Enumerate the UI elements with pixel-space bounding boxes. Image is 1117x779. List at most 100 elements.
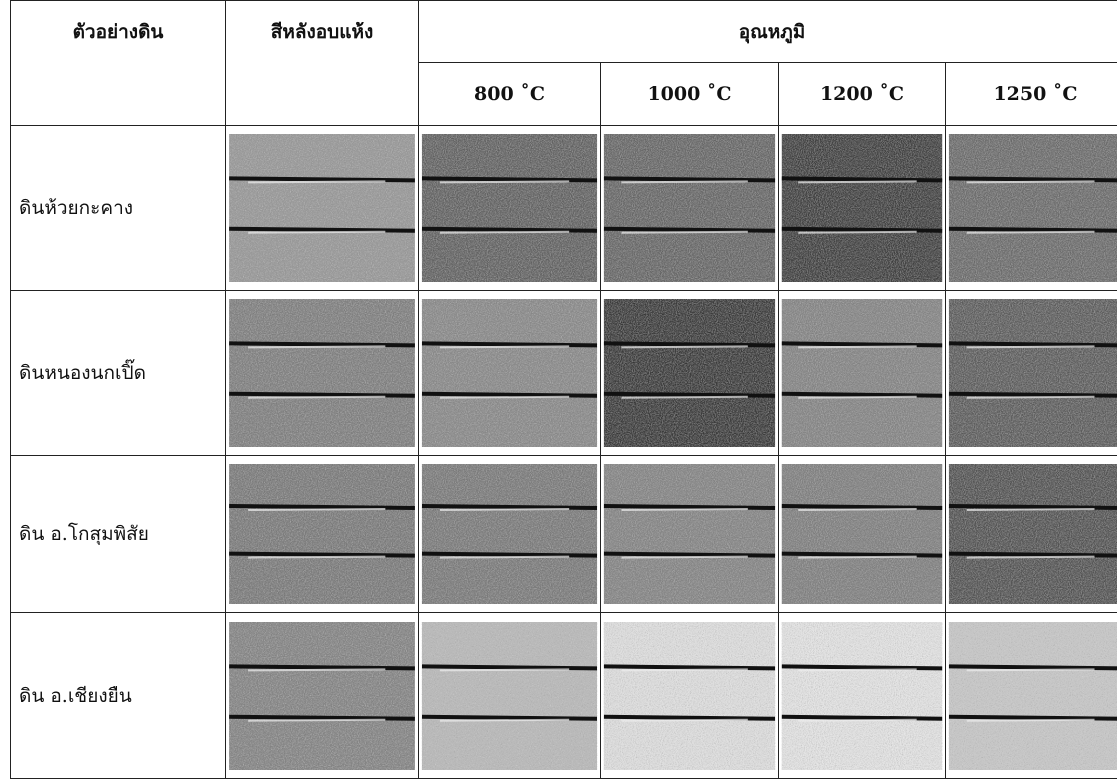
crack	[422, 666, 597, 668]
sample-photo	[227, 299, 417, 447]
highlight	[621, 719, 747, 720]
sample-label: ดิน อ.เชียงยืน	[11, 613, 226, 779]
photo-grain	[229, 134, 415, 282]
sample-label: ดินห้วยกะคาง	[11, 126, 226, 291]
temp-header: 1200 ˚C	[779, 63, 946, 126]
highlight	[798, 719, 916, 720]
photo-cell	[946, 456, 1117, 613]
sample-photo	[420, 299, 599, 447]
photo-cell	[779, 613, 946, 779]
sample-photo	[947, 464, 1117, 604]
photo-cell	[226, 613, 419, 779]
photo-grain	[422, 464, 597, 604]
highlight	[967, 509, 1095, 510]
highlight	[248, 509, 385, 510]
photo-cell	[226, 126, 419, 291]
highlight	[621, 669, 747, 670]
crack	[229, 178, 415, 180]
page: {"table": { "header": {"sample": "ตัวอย่…	[0, 0, 1117, 778]
highlight	[440, 346, 569, 347]
header-cell: สีหลังอบแห้ง	[226, 1, 419, 126]
photo-grain	[422, 299, 597, 447]
sample-row: ดิน อ.โกสุมพิสัย	[11, 456, 1117, 613]
highlight	[621, 509, 747, 510]
sample-row: ดินหนองนกเปิ๊ด	[11, 291, 1117, 456]
photo-grain	[422, 134, 597, 282]
highlight	[621, 181, 747, 182]
crack	[949, 506, 1117, 508]
crack	[949, 554, 1117, 556]
crack	[782, 394, 942, 396]
header-cell: อุณหภูมิ	[419, 1, 1117, 63]
highlight	[798, 232, 916, 233]
photo-grain	[949, 622, 1117, 770]
sample-photo	[947, 622, 1117, 770]
sample-photo	[780, 134, 944, 282]
photo-cell	[419, 126, 601, 291]
header-cell: ตัวอย่างดิน	[11, 1, 226, 126]
crack	[604, 343, 775, 345]
sample-photo	[780, 622, 944, 770]
crack	[422, 506, 597, 508]
highlight	[967, 669, 1095, 670]
results-table: ตัวอย่างดิน สีหลังอบแห้ง อุณหภูมิ 800 ˚C…	[10, 0, 1117, 779]
crack	[422, 554, 597, 556]
sample-photo	[947, 134, 1117, 282]
highlight	[440, 232, 569, 233]
photo-cell	[226, 456, 419, 613]
highlight	[967, 181, 1095, 182]
sample-row: ดินห้วยกะคาง	[11, 126, 1117, 291]
crack	[782, 716, 942, 718]
photo-cell	[601, 613, 779, 779]
crack	[422, 716, 597, 718]
sample-photo	[602, 299, 777, 447]
highlight	[967, 557, 1095, 558]
crack	[604, 178, 775, 180]
photo-grain	[604, 622, 775, 770]
photo-cell	[779, 126, 946, 291]
crack	[782, 178, 942, 180]
crack	[229, 554, 415, 556]
photo-cell	[601, 126, 779, 291]
crack	[229, 394, 415, 396]
sample-photo	[227, 134, 417, 282]
crack	[229, 229, 415, 231]
photo-grain	[604, 299, 775, 447]
temp-header: 1250 ˚C	[946, 63, 1117, 126]
highlight	[798, 397, 916, 398]
sample-photo	[227, 464, 417, 604]
sample-photo	[227, 622, 417, 770]
photo-grain	[604, 464, 775, 604]
highlight	[798, 669, 916, 670]
photo-grain	[422, 622, 597, 770]
sample-row: ดิน อ.เชียงยืน	[11, 613, 1117, 779]
photo-grain	[949, 464, 1117, 604]
highlight	[248, 397, 385, 398]
photo-cell	[226, 291, 419, 456]
sample-label: ดินหนองนกเปิ๊ด	[11, 291, 226, 456]
photo-cell	[419, 291, 601, 456]
photo-cell	[419, 456, 601, 613]
crack	[949, 343, 1117, 345]
crack	[604, 229, 775, 231]
highlight	[798, 557, 916, 558]
crack	[422, 343, 597, 345]
crack	[949, 716, 1117, 718]
highlight	[967, 346, 1095, 347]
crack	[782, 666, 942, 668]
sample-photo	[602, 464, 777, 604]
crack	[782, 506, 942, 508]
sample-photo	[780, 464, 944, 604]
photo-cell	[419, 613, 601, 779]
crack	[422, 178, 597, 180]
highlight	[440, 181, 569, 182]
photo-grain	[782, 464, 942, 604]
highlight	[967, 397, 1095, 398]
photo-cell	[601, 291, 779, 456]
crack	[604, 554, 775, 556]
temp-header: 1000 ˚C	[601, 63, 779, 126]
highlight	[248, 719, 385, 720]
highlight	[967, 232, 1095, 233]
photo-cell	[946, 291, 1117, 456]
crack	[604, 506, 775, 508]
